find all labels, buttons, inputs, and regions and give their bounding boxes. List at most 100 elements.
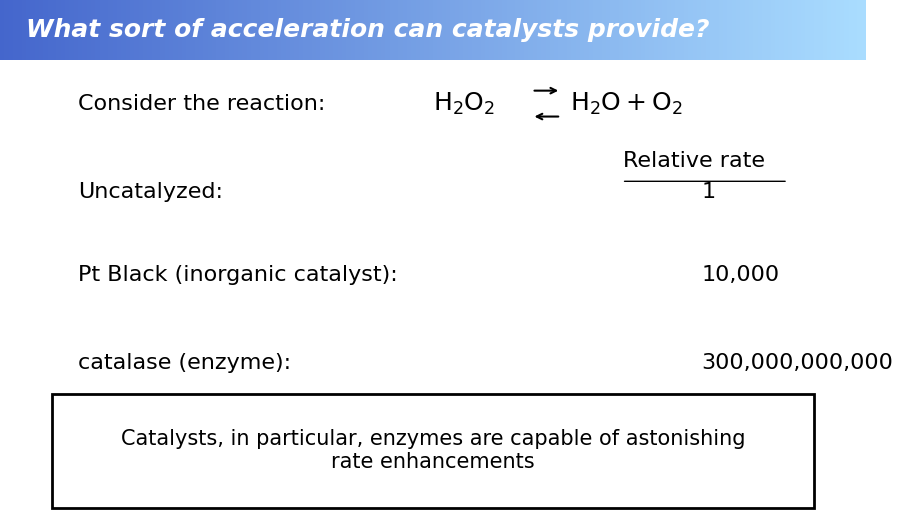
FancyBboxPatch shape — [112, 0, 117, 60]
FancyBboxPatch shape — [805, 0, 810, 60]
FancyBboxPatch shape — [762, 0, 766, 60]
FancyBboxPatch shape — [658, 0, 662, 60]
FancyBboxPatch shape — [61, 0, 65, 60]
FancyBboxPatch shape — [403, 0, 407, 60]
FancyBboxPatch shape — [290, 0, 294, 60]
FancyBboxPatch shape — [264, 0, 268, 60]
FancyBboxPatch shape — [697, 0, 702, 60]
FancyBboxPatch shape — [381, 0, 385, 60]
FancyBboxPatch shape — [822, 0, 827, 60]
FancyBboxPatch shape — [420, 0, 424, 60]
FancyBboxPatch shape — [69, 0, 74, 60]
FancyBboxPatch shape — [840, 0, 845, 60]
FancyBboxPatch shape — [437, 0, 442, 60]
FancyBboxPatch shape — [485, 0, 490, 60]
FancyBboxPatch shape — [692, 0, 697, 60]
FancyBboxPatch shape — [220, 0, 225, 60]
Text: $\mathregular{H_2O + O_2}$: $\mathregular{H_2O + O_2}$ — [570, 91, 682, 117]
FancyBboxPatch shape — [350, 0, 355, 60]
FancyBboxPatch shape — [801, 0, 805, 60]
FancyBboxPatch shape — [562, 0, 567, 60]
FancyBboxPatch shape — [515, 0, 519, 60]
FancyBboxPatch shape — [21, 0, 26, 60]
FancyBboxPatch shape — [758, 0, 762, 60]
FancyBboxPatch shape — [156, 0, 160, 60]
FancyBboxPatch shape — [528, 0, 533, 60]
FancyBboxPatch shape — [797, 0, 801, 60]
FancyBboxPatch shape — [329, 0, 334, 60]
FancyBboxPatch shape — [745, 0, 749, 60]
FancyBboxPatch shape — [580, 0, 585, 60]
FancyBboxPatch shape — [342, 0, 347, 60]
FancyBboxPatch shape — [450, 0, 455, 60]
FancyBboxPatch shape — [87, 0, 91, 60]
FancyBboxPatch shape — [740, 0, 745, 60]
FancyBboxPatch shape — [502, 0, 506, 60]
FancyBboxPatch shape — [623, 0, 628, 60]
FancyBboxPatch shape — [30, 0, 35, 60]
FancyBboxPatch shape — [766, 0, 771, 60]
FancyBboxPatch shape — [407, 0, 411, 60]
FancyBboxPatch shape — [286, 0, 290, 60]
FancyBboxPatch shape — [320, 0, 325, 60]
FancyBboxPatch shape — [207, 0, 212, 60]
FancyBboxPatch shape — [511, 0, 515, 60]
FancyBboxPatch shape — [212, 0, 217, 60]
FancyBboxPatch shape — [788, 0, 792, 60]
FancyBboxPatch shape — [546, 0, 550, 60]
Text: Relative rate: Relative rate — [623, 151, 765, 170]
FancyBboxPatch shape — [593, 0, 597, 60]
FancyBboxPatch shape — [148, 0, 151, 60]
FancyBboxPatch shape — [143, 0, 148, 60]
FancyBboxPatch shape — [234, 0, 238, 60]
FancyBboxPatch shape — [104, 0, 108, 60]
FancyBboxPatch shape — [424, 0, 429, 60]
FancyBboxPatch shape — [91, 0, 95, 60]
FancyBboxPatch shape — [572, 0, 576, 60]
FancyBboxPatch shape — [135, 0, 138, 60]
FancyBboxPatch shape — [13, 0, 18, 60]
FancyBboxPatch shape — [662, 0, 667, 60]
FancyBboxPatch shape — [247, 0, 251, 60]
FancyBboxPatch shape — [316, 0, 320, 60]
FancyBboxPatch shape — [299, 0, 303, 60]
FancyBboxPatch shape — [260, 0, 264, 60]
FancyBboxPatch shape — [814, 0, 818, 60]
FancyBboxPatch shape — [65, 0, 69, 60]
FancyBboxPatch shape — [857, 0, 861, 60]
FancyBboxPatch shape — [490, 0, 493, 60]
FancyBboxPatch shape — [845, 0, 848, 60]
FancyBboxPatch shape — [541, 0, 546, 60]
FancyBboxPatch shape — [255, 0, 260, 60]
FancyBboxPatch shape — [151, 0, 156, 60]
FancyBboxPatch shape — [56, 0, 61, 60]
FancyBboxPatch shape — [628, 0, 632, 60]
FancyBboxPatch shape — [35, 0, 39, 60]
FancyBboxPatch shape — [230, 0, 234, 60]
FancyBboxPatch shape — [480, 0, 485, 60]
FancyBboxPatch shape — [649, 0, 654, 60]
FancyBboxPatch shape — [138, 0, 143, 60]
FancyBboxPatch shape — [278, 0, 281, 60]
FancyBboxPatch shape — [108, 0, 112, 60]
Text: Uncatalyzed:: Uncatalyzed: — [78, 182, 223, 202]
FancyBboxPatch shape — [164, 0, 169, 60]
FancyBboxPatch shape — [676, 0, 680, 60]
FancyBboxPatch shape — [18, 0, 21, 60]
Text: 10,000: 10,000 — [702, 265, 779, 284]
FancyBboxPatch shape — [585, 0, 589, 60]
FancyBboxPatch shape — [519, 0, 524, 60]
Text: What sort of acceleration can catalysts provide?: What sort of acceleration can catalysts … — [26, 18, 709, 42]
FancyBboxPatch shape — [684, 0, 689, 60]
FancyBboxPatch shape — [390, 0, 394, 60]
FancyBboxPatch shape — [74, 0, 78, 60]
FancyBboxPatch shape — [325, 0, 329, 60]
FancyBboxPatch shape — [636, 0, 641, 60]
FancyBboxPatch shape — [654, 0, 658, 60]
FancyBboxPatch shape — [615, 0, 619, 60]
FancyBboxPatch shape — [78, 0, 82, 60]
FancyBboxPatch shape — [645, 0, 649, 60]
FancyBboxPatch shape — [554, 0, 559, 60]
FancyBboxPatch shape — [217, 0, 220, 60]
FancyBboxPatch shape — [334, 0, 337, 60]
